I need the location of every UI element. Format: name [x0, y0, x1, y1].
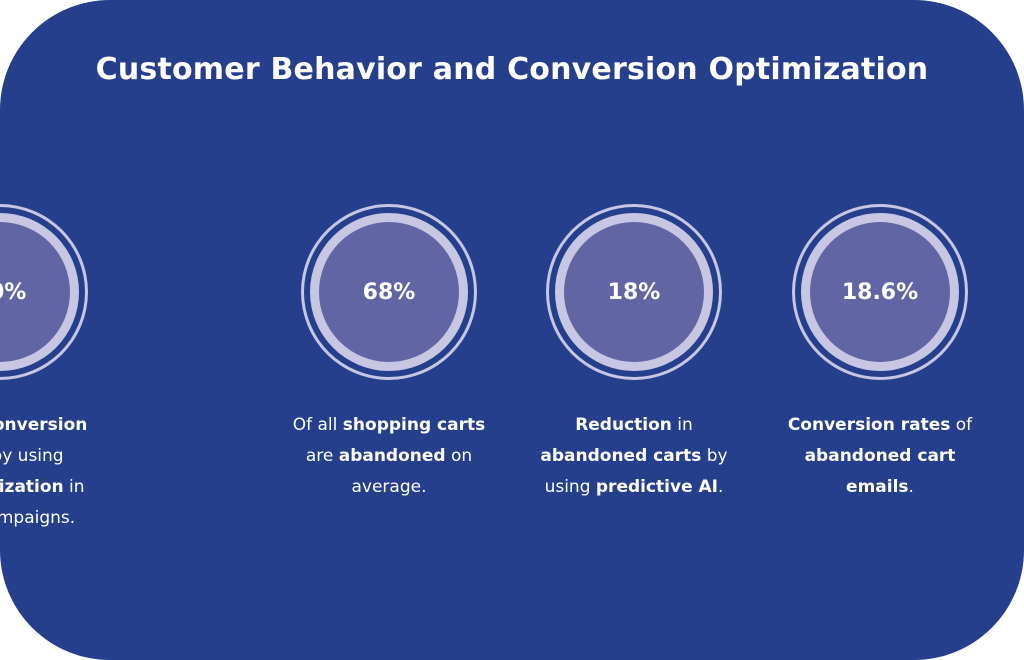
stat-circle: 18% [564, 222, 704, 362]
stat-card: 68% Of all shopping carts are abandoned … [259, 204, 519, 503]
desc-segment-bold: Conversion rates [787, 415, 951, 435]
desc-segment: by using [544, 446, 728, 497]
stat-value: 10% [0, 279, 27, 305]
desc-segment-bold: abandoned carts [540, 446, 702, 466]
desc-segment-bold: personalization [0, 477, 64, 497]
desc-segment: Of all [292, 415, 343, 435]
stat-card: 18.6% Conversion rates of abandoned cart… [750, 204, 1010, 503]
stat-value: 18% [607, 279, 661, 305]
stat-description: Higher conversion rates by using persona… [0, 410, 130, 534]
desc-segment-bold: predictive AI [595, 477, 719, 497]
stat-card: 10% Higher conversion rates by using per… [0, 204, 130, 534]
desc-segment: in email campaigns. [0, 477, 85, 528]
desc-segment-bold: Reduction [575, 415, 672, 435]
stat-ring: 18.6% [792, 204, 968, 380]
desc-segment: on average. [351, 446, 473, 497]
desc-segment: of [950, 415, 973, 435]
stat-circle: 68% [319, 222, 459, 362]
stat-value: 18.6% [841, 279, 919, 305]
desc-segment: in [671, 415, 693, 435]
desc-segment-bold: shopping carts [342, 415, 486, 435]
desc-segment: . [718, 477, 724, 497]
desc-segment-bold: abandoned [338, 446, 446, 466]
desc-segment-bold: Higher conversion rates [0, 415, 88, 435]
desc-segment-bold: abandoned cart emails [804, 446, 956, 497]
desc-segment: are [305, 446, 339, 466]
stat-description: Reduction in abandoned carts by using pr… [504, 410, 764, 503]
stat-circle: 18.6% [810, 222, 950, 362]
stat-card: 18% Reduction in abandoned carts by usin… [504, 204, 764, 503]
desc-segment: . [908, 477, 914, 497]
stat-description: Conversion rates of abandoned cart email… [750, 410, 1010, 503]
stat-ring: 68% [301, 204, 477, 380]
stat-description: Of all shopping carts are abandoned on a… [259, 410, 519, 503]
stat-ring: 18% [546, 204, 722, 380]
stat-ring: 10% [0, 204, 88, 380]
stat-value: 68% [362, 279, 416, 305]
desc-segment: by using [0, 446, 64, 466]
page-title: Customer Behavior and Conversion Optimiz… [95, 52, 929, 87]
